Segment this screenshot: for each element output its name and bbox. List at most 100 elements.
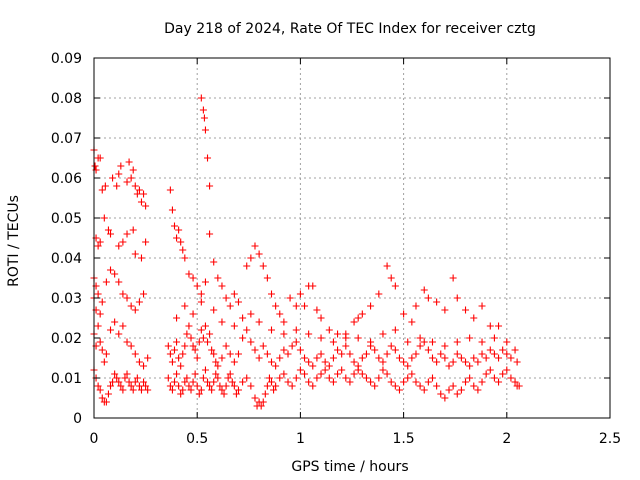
data-point <box>185 382 193 390</box>
data-point <box>166 186 174 194</box>
data-point <box>234 386 242 394</box>
data-point <box>367 338 375 346</box>
data-point <box>416 382 424 390</box>
data-point <box>400 378 408 386</box>
data-point <box>268 358 276 366</box>
data-point <box>226 350 234 358</box>
x-tick-label: 0 <box>90 431 99 447</box>
data-point <box>317 314 325 322</box>
data-point <box>272 302 280 310</box>
data-point <box>119 290 127 298</box>
data-point <box>135 358 143 366</box>
data-point <box>420 386 428 394</box>
data-point <box>96 310 104 318</box>
data-point <box>507 354 515 362</box>
data-point <box>490 350 498 358</box>
data-point <box>329 354 337 362</box>
data-point <box>216 382 224 390</box>
data-point <box>191 346 199 354</box>
data-point <box>247 338 255 346</box>
data-point <box>350 318 358 326</box>
data-point <box>131 378 139 386</box>
data-point <box>166 350 174 358</box>
data-point <box>109 378 117 386</box>
data-point <box>144 354 152 362</box>
data-point <box>280 330 288 338</box>
data-point <box>137 198 145 206</box>
data-point <box>247 254 255 262</box>
data-point <box>503 366 511 374</box>
data-point <box>91 162 99 170</box>
data-point <box>358 370 366 378</box>
data-point <box>354 334 362 342</box>
data-point <box>408 370 416 378</box>
data-point <box>251 242 259 250</box>
data-point <box>142 382 150 390</box>
data-point <box>247 310 255 318</box>
data-point <box>206 382 214 390</box>
data-point <box>179 246 187 254</box>
data-point <box>177 390 185 398</box>
data-point <box>462 306 470 314</box>
data-point <box>131 306 139 314</box>
data-point <box>115 242 123 250</box>
data-point <box>137 386 145 394</box>
data-point <box>214 274 222 282</box>
data-point <box>251 394 259 402</box>
data-point <box>276 310 284 318</box>
data-point <box>371 346 379 354</box>
data-point <box>449 274 457 282</box>
data-point <box>123 338 131 346</box>
data-point <box>166 382 174 390</box>
x-axis-label: GPS time / hours <box>291 459 408 475</box>
data-point <box>204 378 212 386</box>
data-point <box>338 366 346 374</box>
data-point <box>499 346 507 354</box>
data-point <box>102 398 110 406</box>
data-point <box>309 282 317 290</box>
data-point <box>334 346 342 354</box>
data-point <box>173 234 181 242</box>
data-point <box>133 190 141 198</box>
data-point <box>453 294 461 302</box>
data-point <box>96 154 104 162</box>
data-point <box>127 302 135 310</box>
data-point <box>466 334 474 342</box>
data-point <box>329 338 337 346</box>
data-point <box>265 374 273 382</box>
data-point <box>482 354 490 362</box>
data-point <box>346 378 354 386</box>
data-point <box>115 278 123 286</box>
data-point <box>486 322 494 330</box>
data-point <box>296 290 304 298</box>
data-point <box>490 334 498 342</box>
y-tick-label: 0.02 <box>51 331 82 347</box>
data-point <box>222 382 230 390</box>
data-point <box>131 182 139 190</box>
data-point <box>362 374 370 382</box>
data-point <box>228 378 236 386</box>
data-point <box>173 370 181 378</box>
data-point <box>288 342 296 350</box>
data-point <box>433 298 441 306</box>
data-point <box>230 322 238 330</box>
data-point <box>168 358 176 366</box>
data-point <box>470 314 478 322</box>
data-point <box>247 382 255 390</box>
data-point <box>179 350 187 358</box>
data-point <box>309 362 317 370</box>
data-point <box>462 358 470 366</box>
data-point <box>441 354 449 362</box>
data-point <box>305 358 313 366</box>
y-tick-label: 0.03 <box>51 291 82 307</box>
x-tick-label: 2.5 <box>599 431 621 447</box>
data-point <box>140 290 148 298</box>
data-point <box>104 226 112 234</box>
data-point <box>445 386 453 394</box>
data-point <box>478 378 486 386</box>
data-point <box>495 322 503 330</box>
data-point <box>358 354 366 362</box>
data-point <box>276 374 284 382</box>
data-point <box>255 250 263 258</box>
data-point <box>317 334 325 342</box>
